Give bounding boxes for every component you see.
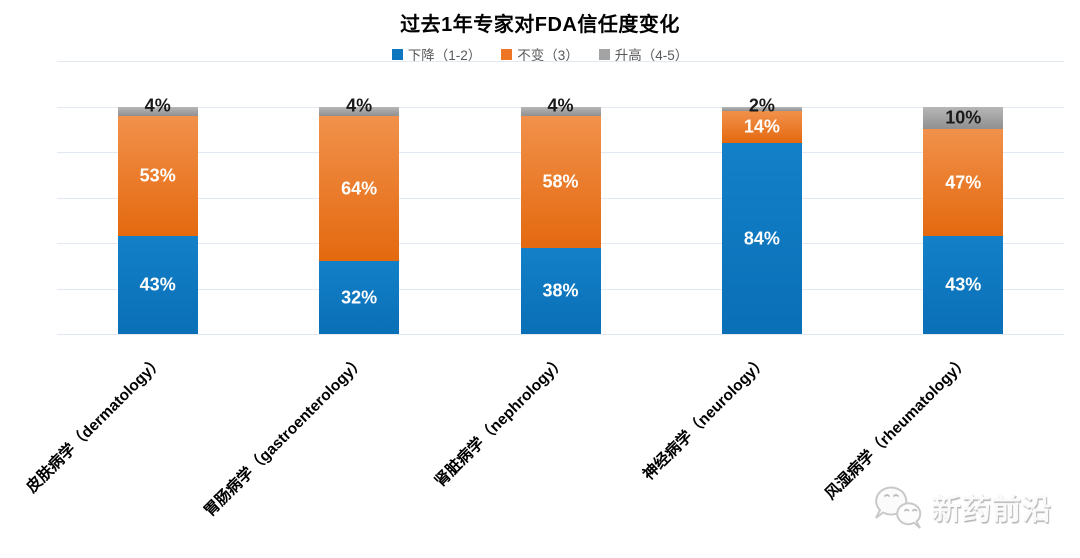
- bar-segment: [923, 236, 1004, 334]
- gridline: [57, 61, 1064, 63]
- x-axis-label: 神经病学（neurology）: [639, 352, 771, 484]
- chart-title: 过去1年专家对FDA信任度变化: [400, 14, 680, 36]
- watermark: 新药前沿: [870, 484, 1052, 530]
- legend: 下降（1-2） 不变（3） 升高（4-5）: [0, 44, 1080, 64]
- bar-segment: [520, 115, 601, 248]
- bar-value-label: 4%: [547, 95, 574, 116]
- bar-value-label: 4%: [144, 95, 171, 116]
- bar-value-label: 43%: [139, 274, 176, 295]
- legend-swatch-icon: [391, 48, 403, 60]
- bar-segment: [319, 115, 400, 262]
- bar-segment: [721, 143, 802, 334]
- legend-label: 不变（3）: [517, 48, 579, 63]
- bar-segment: [117, 115, 198, 237]
- bar-segment: [319, 261, 400, 334]
- bar-segment: [721, 106, 802, 112]
- legend-item: 下降（1-2）: [391, 44, 482, 64]
- bar-value-label: 84%: [743, 228, 780, 249]
- legend-swatch-icon: [598, 48, 610, 60]
- bar-segment: [923, 129, 1004, 237]
- bar-segment: [117, 106, 198, 116]
- bar-value-label: 2%: [748, 95, 775, 116]
- bar-segment: [520, 106, 601, 116]
- legend-label: 升高（4-5）: [614, 48, 689, 63]
- bar-segment: [520, 247, 601, 334]
- bar-value-label: 64%: [341, 178, 378, 199]
- watermark-text: 新药前沿: [932, 494, 1053, 526]
- bar-value-label: 43%: [945, 274, 982, 295]
- bar-value-label: 53%: [139, 165, 176, 186]
- legend-swatch-icon: [501, 48, 513, 60]
- bar-value-label: 47%: [945, 172, 982, 193]
- gridline: [57, 334, 1064, 335]
- x-axis-label: 肾脏病学（nephrology）: [431, 352, 570, 491]
- legend-item: 不变（3）: [501, 44, 579, 64]
- wechat-bubbles-icon: [875, 486, 922, 529]
- bar-segment: [117, 236, 198, 334]
- x-axis-label: 风湿病学（rheumatology）: [821, 352, 973, 504]
- bar-segment: [319, 106, 400, 116]
- bar-value-label: 14%: [743, 116, 780, 137]
- bar-value-label: 10%: [945, 107, 982, 128]
- bar-value-label: 58%: [542, 171, 579, 192]
- x-axis-label: 胃肠病学（gastroenterology）: [200, 352, 368, 521]
- bar-segment: [923, 106, 1004, 130]
- bar-segment: [721, 111, 802, 144]
- bar-value-label: 32%: [341, 287, 378, 308]
- x-axis-label: 皮肤病学（dermatology）: [22, 352, 167, 497]
- legend-item: 升高（4-5）: [598, 44, 689, 64]
- bar-value-label: 38%: [542, 280, 579, 301]
- bar-value-label: 4%: [346, 95, 373, 116]
- legend-label: 下降（1-2）: [407, 48, 482, 63]
